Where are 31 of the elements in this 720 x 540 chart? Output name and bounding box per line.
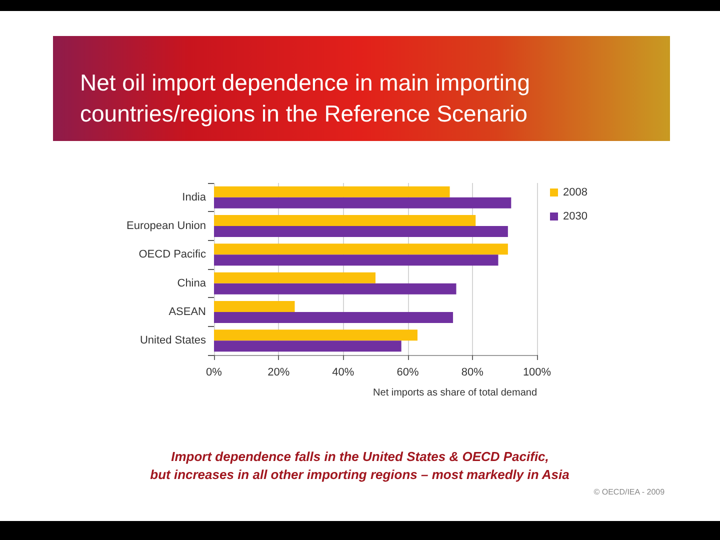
x-tick-label: 60% [396, 366, 420, 378]
bar [214, 272, 376, 284]
x-tick-label: 40% [332, 366, 354, 378]
y-tick-label: United States [140, 334, 206, 347]
bar [214, 254, 498, 266]
chart-title: Net oil import dependence in main importing countries/regions in the Reference Scenario [80, 70, 536, 126]
text: but increases in all other importing regions – most markedly in Asia [150, 467, 570, 482]
text: © OECD/IEA - 2009 [594, 488, 666, 496]
bar [214, 330, 418, 341]
bar [214, 197, 512, 208]
y-tick-label: OECD Pacific [138, 248, 206, 261]
bar [214, 283, 456, 294]
y-tick-label: ASEAN [168, 306, 206, 318]
legend-label: 2030 [563, 210, 588, 222]
y-tick-label: European Union [126, 220, 206, 232]
bar [214, 244, 508, 255]
x-tick-label: 100% [522, 366, 552, 378]
text: Import dependence falls in the United States & OECD Pacific, [171, 449, 549, 464]
bar [214, 215, 476, 226]
y-tick-label: India [182, 191, 207, 204]
x-tick-label: 80% [461, 366, 484, 378]
bar [214, 340, 402, 352]
bar [214, 226, 508, 237]
legend-label: 2008 [563, 186, 588, 198]
x-axis-title: Net imports as share of total demand [373, 388, 538, 398]
x-tick-label: 0% [206, 366, 222, 378]
x-tick-label: 20% [268, 366, 290, 378]
y-tick-label: China [177, 277, 207, 290]
bar [214, 301, 295, 312]
bar [214, 312, 454, 323]
bar [214, 186, 450, 198]
